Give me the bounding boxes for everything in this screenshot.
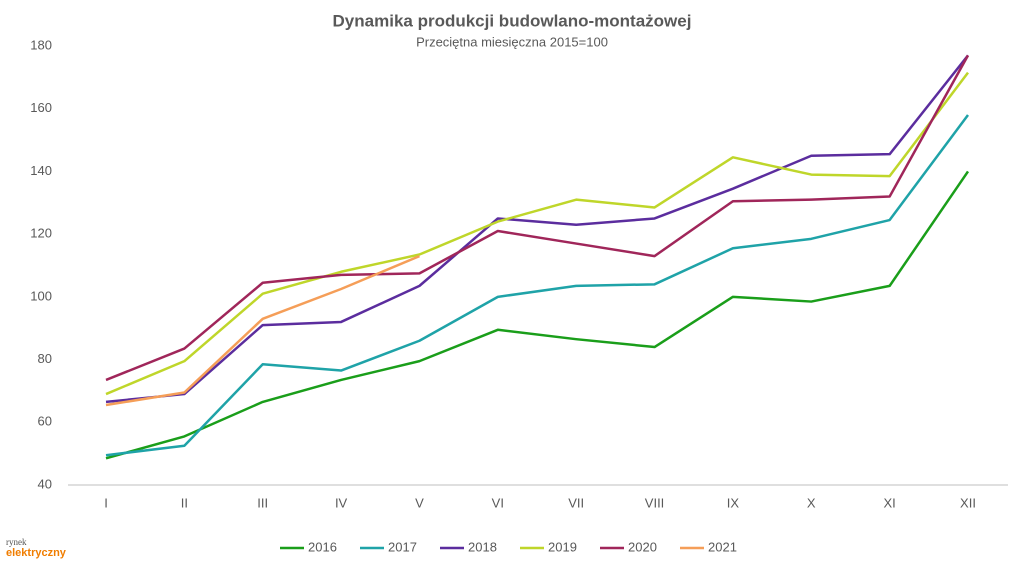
y-tick-label: 180 (30, 37, 52, 52)
y-tick-label: 60 (38, 414, 52, 429)
series-line (105, 254, 420, 407)
x-tick-label: VII (568, 495, 584, 510)
y-tick-label: 100 (30, 288, 52, 303)
legend-label: 2019 (548, 539, 577, 554)
series-line (105, 71, 969, 396)
y-tick-label: 40 (38, 476, 52, 491)
y-tick-label: 160 (30, 100, 52, 115)
y-tick-label: 120 (30, 226, 52, 241)
x-tick-label: III (257, 495, 268, 510)
legend-label: 2018 (468, 539, 497, 554)
y-tick-label: 80 (38, 351, 52, 366)
legend-label: 2020 (628, 539, 657, 554)
x-tick-label: IX (727, 495, 740, 510)
x-tick-label: IV (335, 495, 348, 510)
legend-label: 2016 (308, 539, 337, 554)
x-tick-label: V (415, 495, 424, 510)
x-tick-label: II (181, 495, 188, 510)
x-tick-label: VI (492, 495, 504, 510)
series-line (105, 54, 969, 404)
logo-bottom: elektryczny (6, 547, 67, 559)
chart-subtitle: Przeciętna miesięczna 2015=100 (416, 34, 608, 49)
x-tick-label: XI (883, 495, 895, 510)
x-tick-label: XII (960, 495, 976, 510)
x-tick-label: I (104, 495, 108, 510)
x-tick-label: X (807, 495, 816, 510)
logo-top: rynek (6, 537, 27, 547)
series-line (105, 114, 970, 457)
y-tick-label: 140 (30, 163, 52, 178)
x-tick-label: VIII (645, 495, 665, 510)
chart-title: Dynamika produkcji budowlano-montażowej (333, 11, 692, 30)
series-line (105, 54, 970, 382)
legend-label: 2017 (388, 539, 417, 554)
legend-label: 2021 (708, 539, 737, 554)
series-line (105, 170, 970, 460)
